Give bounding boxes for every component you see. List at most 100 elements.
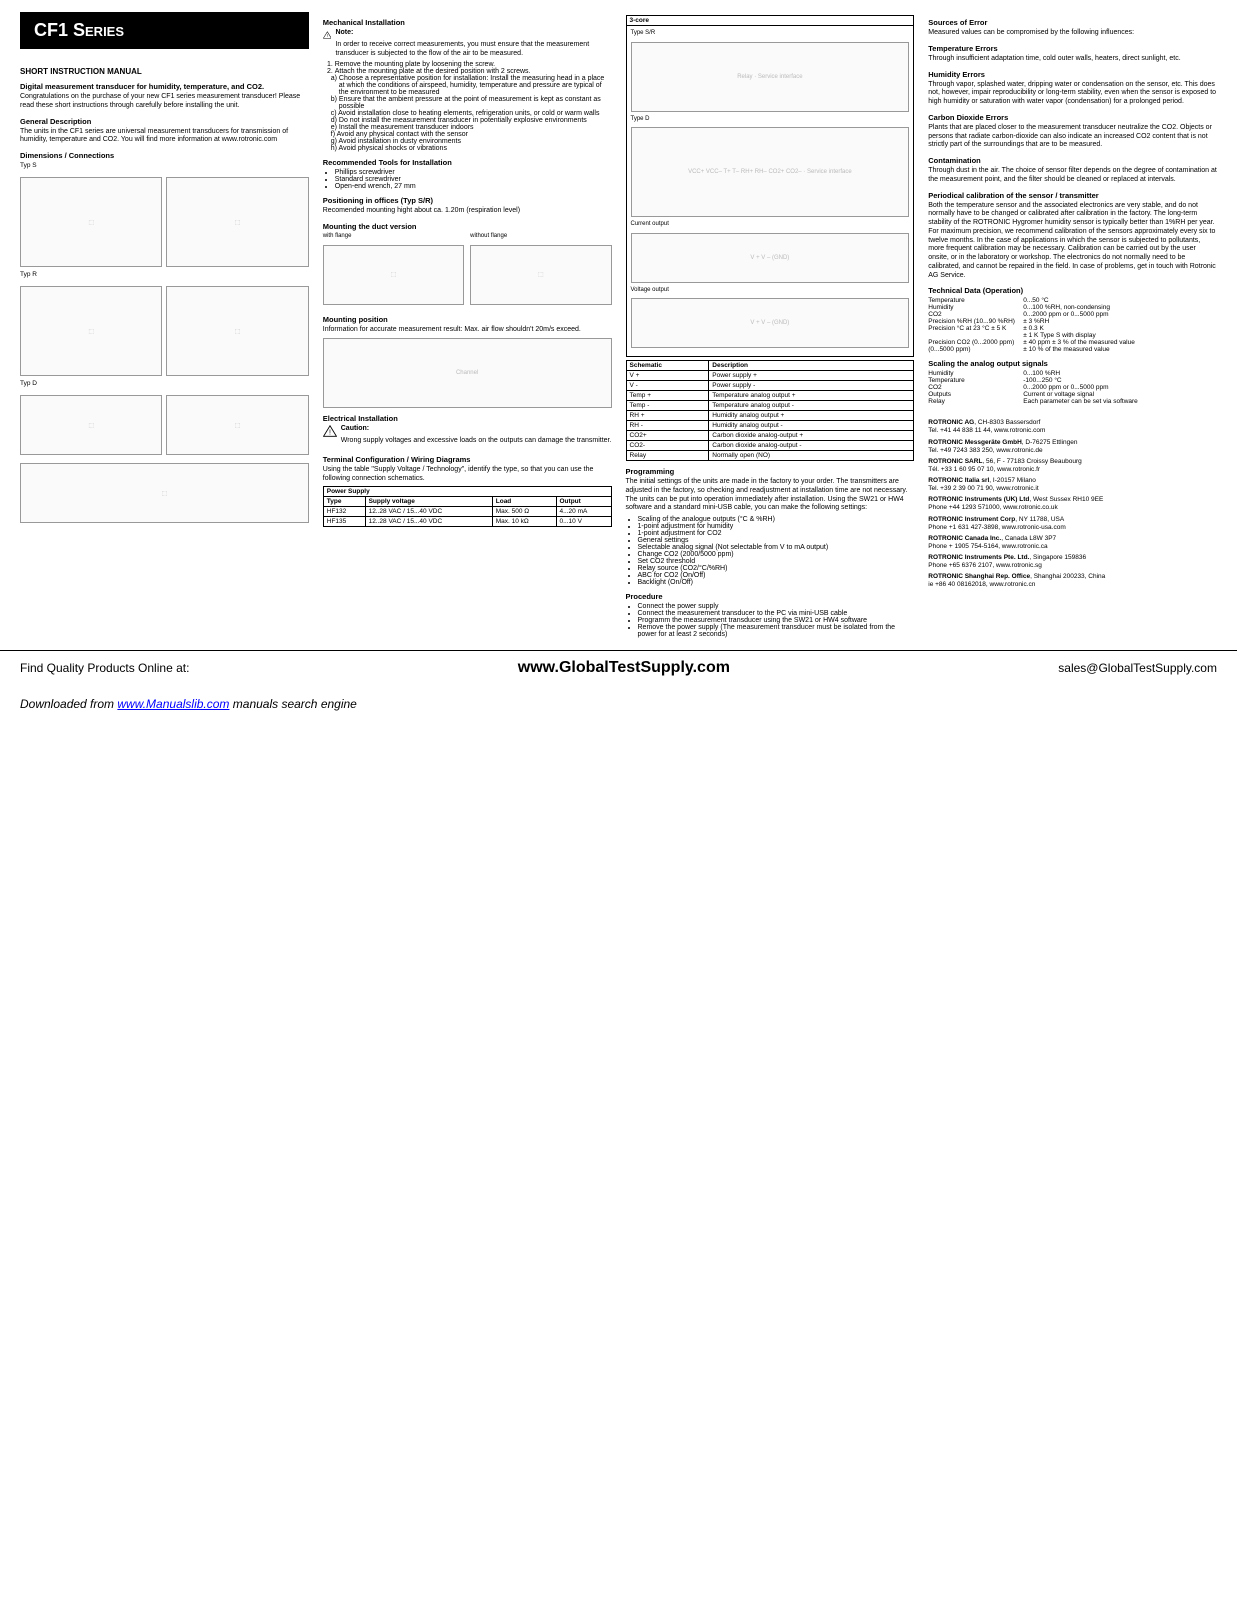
sources-error-text: Measured values can be compromised by th… xyxy=(928,29,1217,38)
svg-text:!: ! xyxy=(329,430,331,437)
mech-step: Attach the mounting plate at the desired… xyxy=(335,68,612,75)
tool-item: Phillips screwdriver xyxy=(335,169,612,176)
sources-error-heading: Sources of Error xyxy=(928,18,1217,27)
caution-text: Wrong supply voltages and excessive load… xyxy=(341,437,612,446)
warning-icon: ! xyxy=(323,29,332,41)
mech-substep: d) Do not install the measurement transd… xyxy=(331,117,612,124)
ps-head: Output xyxy=(556,497,611,507)
subtitle: Digital measurement transducer for humid… xyxy=(20,82,309,91)
scaling-data: Humidity0...100 %RH Temperature-100...25… xyxy=(928,370,1217,405)
schem-head: Schematic xyxy=(626,361,709,371)
footer-left: Find Quality Products Online at: xyxy=(20,661,189,675)
svg-text:!: ! xyxy=(327,33,328,38)
mech-substep: e) Install the measurement transducer in… xyxy=(331,124,612,131)
hum-error-text: Through vapor, splashed water, dripping … xyxy=(928,81,1217,107)
mech-substep: f) Avoid any physical contact with the s… xyxy=(331,131,612,138)
current-output-label: Current output xyxy=(631,221,910,229)
flange-diagram-1: ⬚ xyxy=(323,245,464,305)
addresses: ROTRONIC AG, CH-8303 BassersdorfTel. +41… xyxy=(928,419,1217,589)
typ-r-label: Typ R xyxy=(20,271,309,279)
column-layout: CF1 Series SHORT INSTRUCTION MANUAL Digi… xyxy=(20,12,1217,638)
terminal-text: Using the table "Supply Voltage / Techno… xyxy=(323,466,612,484)
temp-error-heading: Temperature Errors xyxy=(928,44,1217,53)
footer-email[interactable]: sales@GlobalTestSupply.com xyxy=(1058,661,1217,675)
typ-d-diagram-1: ⬚ xyxy=(20,395,162,455)
mech-install-heading: Mechanical Installation xyxy=(323,18,612,27)
co2-error-heading: Carbon Dioxide Errors xyxy=(928,113,1217,122)
calibration-heading: Periodical calibration of the sensor / t… xyxy=(928,191,1217,200)
calibration-text: Both the temperature sensor and the asso… xyxy=(928,202,1217,281)
hum-error-heading: Humidity Errors xyxy=(928,70,1217,79)
tool-item: Standard screwdriver xyxy=(335,176,612,183)
channel-diagram: Channel xyxy=(323,338,612,408)
wiring-d-diagram: VCC+ VCC– T+ T– RH+ RH– CO2+ CO2– · Serv… xyxy=(631,127,910,217)
col-4: Sources of Error Measured values can be … xyxy=(928,12,1217,638)
mech-note-text: In order to receive correct measurements… xyxy=(335,41,611,59)
without-flange-label: without flange xyxy=(470,233,611,241)
tool-item: Open-end wrench, 27 mm xyxy=(335,183,612,190)
warning-icon: ! xyxy=(323,425,337,437)
positioning-text: Recomended mounting hight about ca. 1.20… xyxy=(323,207,612,216)
programming-list: Scaling of the analogue outputs (°C & %R… xyxy=(626,516,915,586)
mech-note: ! Note: In order to receive correct meas… xyxy=(323,29,612,61)
with-flange-label: with flange xyxy=(323,233,464,241)
schematic-table: Schematic Description V +Power supply + … xyxy=(626,360,915,461)
col-2: Mechanical Installation ! Note: In order… xyxy=(323,12,612,638)
wiring-sr-diagram: Relay · Service interface xyxy=(631,42,910,112)
mount-pos-text: Information for accurate measurement res… xyxy=(323,326,612,335)
procedure-list: Connect the power supply Connect the mea… xyxy=(626,603,915,638)
page: CF1 Series SHORT INSTRUCTION MANUAL Digi… xyxy=(0,0,1237,650)
download-line: Downloaded from www.Manualslib.com manua… xyxy=(0,685,1237,731)
programming-text: The initial settings of the units are ma… xyxy=(626,478,915,513)
typ-r-diagram-side: ⬚ xyxy=(166,286,308,376)
typ-s-label: Typ S xyxy=(20,162,309,170)
typ-s-diagram-front: ⬚ xyxy=(20,177,162,267)
mech-steps: Remove the mounting plate by loosening t… xyxy=(323,61,612,75)
ps-head: Load xyxy=(492,497,556,507)
elec-caution: ! Caution: Wrong supply voltages and exc… xyxy=(323,425,612,449)
elec-heading: Electrical Installation xyxy=(323,414,612,423)
typ-s-diagram-side: ⬚ xyxy=(166,177,308,267)
tools-list: Phillips screwdriver Standard screwdrive… xyxy=(323,169,612,190)
contamination-heading: Contamination xyxy=(928,156,1217,165)
ps-title: Power Supply xyxy=(323,487,611,497)
col-1: CF1 Series SHORT INSTRUCTION MANUAL Digi… xyxy=(20,12,309,638)
contamination-text: Through dust in the air. The choice of s… xyxy=(928,167,1217,185)
caution-title: Caution: xyxy=(341,425,369,432)
gen-desc-text: The units in the CF1 series are universa… xyxy=(20,128,309,146)
footer: Find Quality Products Online at: www.Glo… xyxy=(0,650,1237,685)
manualslib-link[interactable]: www.Manualslib.com xyxy=(117,697,229,711)
programming-heading: Programming xyxy=(626,467,915,476)
ps-row: HF135 12..28 VAC / 15...40 VDC Max. 10 k… xyxy=(323,517,611,527)
voltage-output-diagram: V + V – (GND) xyxy=(631,298,910,348)
type-sr-label: Type S/R xyxy=(631,30,910,38)
scaling-heading: Scaling the analog output signals xyxy=(928,359,1217,368)
mount-pos-heading: Mounting position xyxy=(323,315,612,324)
tools-heading: Recommended Tools for Installation xyxy=(323,158,612,167)
manual-title: SHORT INSTRUCTION MANUAL xyxy=(20,67,309,76)
co2-error-text: Plants that are placed closer to the mea… xyxy=(928,124,1217,150)
mech-substep: c) Avoid installation close to heating e… xyxy=(331,110,612,117)
mech-substep: a) Choose a representative position for … xyxy=(331,75,612,96)
ps-head: Type xyxy=(323,497,365,507)
gen-desc-heading: General Description xyxy=(20,117,309,126)
positioning-heading: Positioning in offices (Typ S/R) xyxy=(323,196,612,205)
ps-row: HF132 12..28 VAC / 15...40 VDC Max. 500 … xyxy=(323,507,611,517)
footer-url[interactable]: www.GlobalTestSupply.com xyxy=(518,659,730,677)
type-d-label: Type D xyxy=(631,116,910,124)
channel-label: Channel xyxy=(456,370,478,376)
mech-step: Remove the mounting plate by loosening t… xyxy=(335,61,612,68)
dimensions-heading: Dimensions / Connections xyxy=(20,151,309,160)
series-banner: CF1 Series xyxy=(20,12,309,49)
typ-d-diagram-3: ⬚ xyxy=(20,463,309,523)
voltage-output-label: Voltage output xyxy=(631,287,910,295)
mech-substep: b) Ensure that the ambient pressure at t… xyxy=(331,96,612,110)
schem-head: Description xyxy=(709,361,914,371)
terminal-heading: Terminal Configuration / Wiring Diagrams xyxy=(323,455,612,464)
mech-substep: g) Avoid installation in dusty environme… xyxy=(331,138,612,145)
power-supply-table: Power Supply Type Supply voltage Load Ou… xyxy=(323,486,612,527)
three-core-label: 3-core xyxy=(626,16,914,26)
typ-d-label: Typ D xyxy=(20,380,309,388)
procedure-heading: Procedure xyxy=(626,592,915,601)
flange-diagram-2: ⬚ xyxy=(470,245,611,305)
